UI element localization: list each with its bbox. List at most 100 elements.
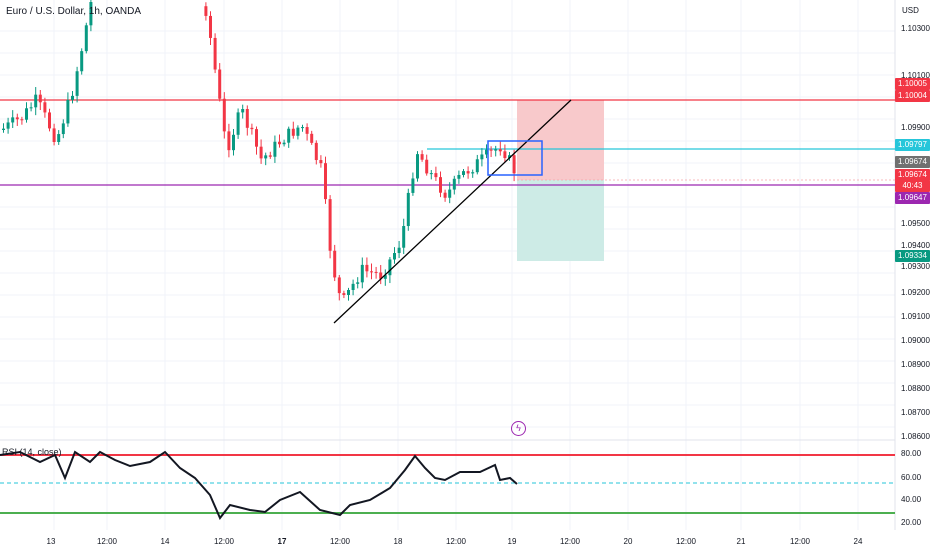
price-tag: 1.09334 [895,250,930,262]
candle-body [365,264,369,272]
candle-body [34,94,38,108]
candle-body [374,271,378,273]
y-axis-tick: 1.08900 [901,360,930,369]
candle-body [71,95,74,100]
candle-body [319,160,323,164]
candle-body [43,102,47,113]
x-axis-tick: 12:00 [329,537,351,546]
y-axis-tick: 1.10300 [901,24,930,33]
candle-body [411,178,415,193]
candle-body [11,117,15,123]
candle-body [250,127,254,130]
x-axis-tick: 12:00 [789,537,811,546]
candle-body [6,122,10,129]
x-axis-tick: 12:00 [213,537,235,546]
symbol-title[interactable]: Euro / U.S. Dollar, 1h, OANDA [6,6,142,17]
candle-body [89,2,93,26]
candle-body [393,253,396,260]
candle-body [351,283,355,291]
candle-body [448,189,452,198]
candle-body [264,155,268,159]
y-axis-tick: 1.10100 [901,71,930,80]
lightning-icon[interactable]: ϟ [511,421,526,436]
candle-body [485,149,488,155]
candle-body [245,109,249,128]
candle-body [305,127,309,134]
price-tag: 1.09647 [895,192,930,204]
candle-body [360,264,364,283]
candle-body [301,127,304,129]
price-tag: 1.10005 [895,78,930,90]
price-tag: 40:43 [895,180,930,192]
price-tag: 1.09674 [895,169,930,181]
y-axis-tick: 1.09100 [901,312,930,321]
candle-body [20,119,24,121]
candle-body [356,282,360,284]
candle-body [489,149,493,151]
candle-body [287,128,291,143]
y-axis-tick: 1.09400 [901,241,930,250]
rsi-indicator-label[interactable]: RSI (14, close) [2,447,62,457]
candle-body [15,117,19,120]
candle-body [333,250,337,278]
candle-body [278,141,281,145]
candle-body [61,123,65,135]
candle-body [347,290,350,295]
candle-body [388,259,392,276]
candle-body [480,154,484,160]
price-tag: 1.09797 [895,139,930,151]
price-tag: 1.10004 [895,90,930,102]
candle-body [443,192,447,198]
candle-body [425,159,429,174]
candle-body [209,15,212,38]
candle-body [310,133,314,143]
candle-body [38,94,42,103]
highlight-box [487,140,543,176]
candle-body [498,149,502,152]
candle-body [416,154,419,179]
candle-body [466,171,470,174]
candle-body [84,25,88,52]
candle-body [503,151,507,159]
candle-body [218,69,222,99]
price-tag: 1.09674 [895,156,930,168]
candle-body [75,71,79,96]
x-axis-tick: 13 [46,537,56,546]
x-axis-tick: 12:00 [559,537,581,546]
x-axis-tick: 20 [623,537,633,546]
x-axis-tick: 19 [507,537,517,546]
x-axis-tick: 18 [393,537,403,546]
candle-body [328,199,332,251]
y-axis-tick: 1.09200 [901,288,930,297]
candle-body [232,134,235,151]
candle-body [420,154,424,160]
x-axis-tick: 17 [277,537,287,546]
candle-body [439,177,442,193]
candle-body [397,247,401,254]
candle-body [324,163,327,200]
candle-body [475,159,479,173]
candle-body [52,128,56,142]
rsi-axis-tick: 40.00 [901,495,922,504]
take-profit-zone [517,180,604,261]
candle-body [80,51,84,72]
candle-body [429,173,433,175]
candle-body [213,37,217,70]
candle-body [406,192,410,227]
x-axis-tick: 12:00 [445,537,467,546]
candle-body [57,134,61,142]
candle-body [291,128,295,136]
x-axis-tick: 24 [853,537,863,546]
x-axis-tick: 12:00 [96,537,118,546]
rsi-line [0,450,518,520]
candle-body [457,174,461,179]
candle-body [337,277,341,294]
candle-body [268,155,272,157]
candle-body [512,155,516,174]
currency-label: USD [902,6,919,15]
candle-body [471,172,475,174]
candle-body [273,141,277,157]
candle-body [383,275,387,279]
candle-body [508,155,511,159]
